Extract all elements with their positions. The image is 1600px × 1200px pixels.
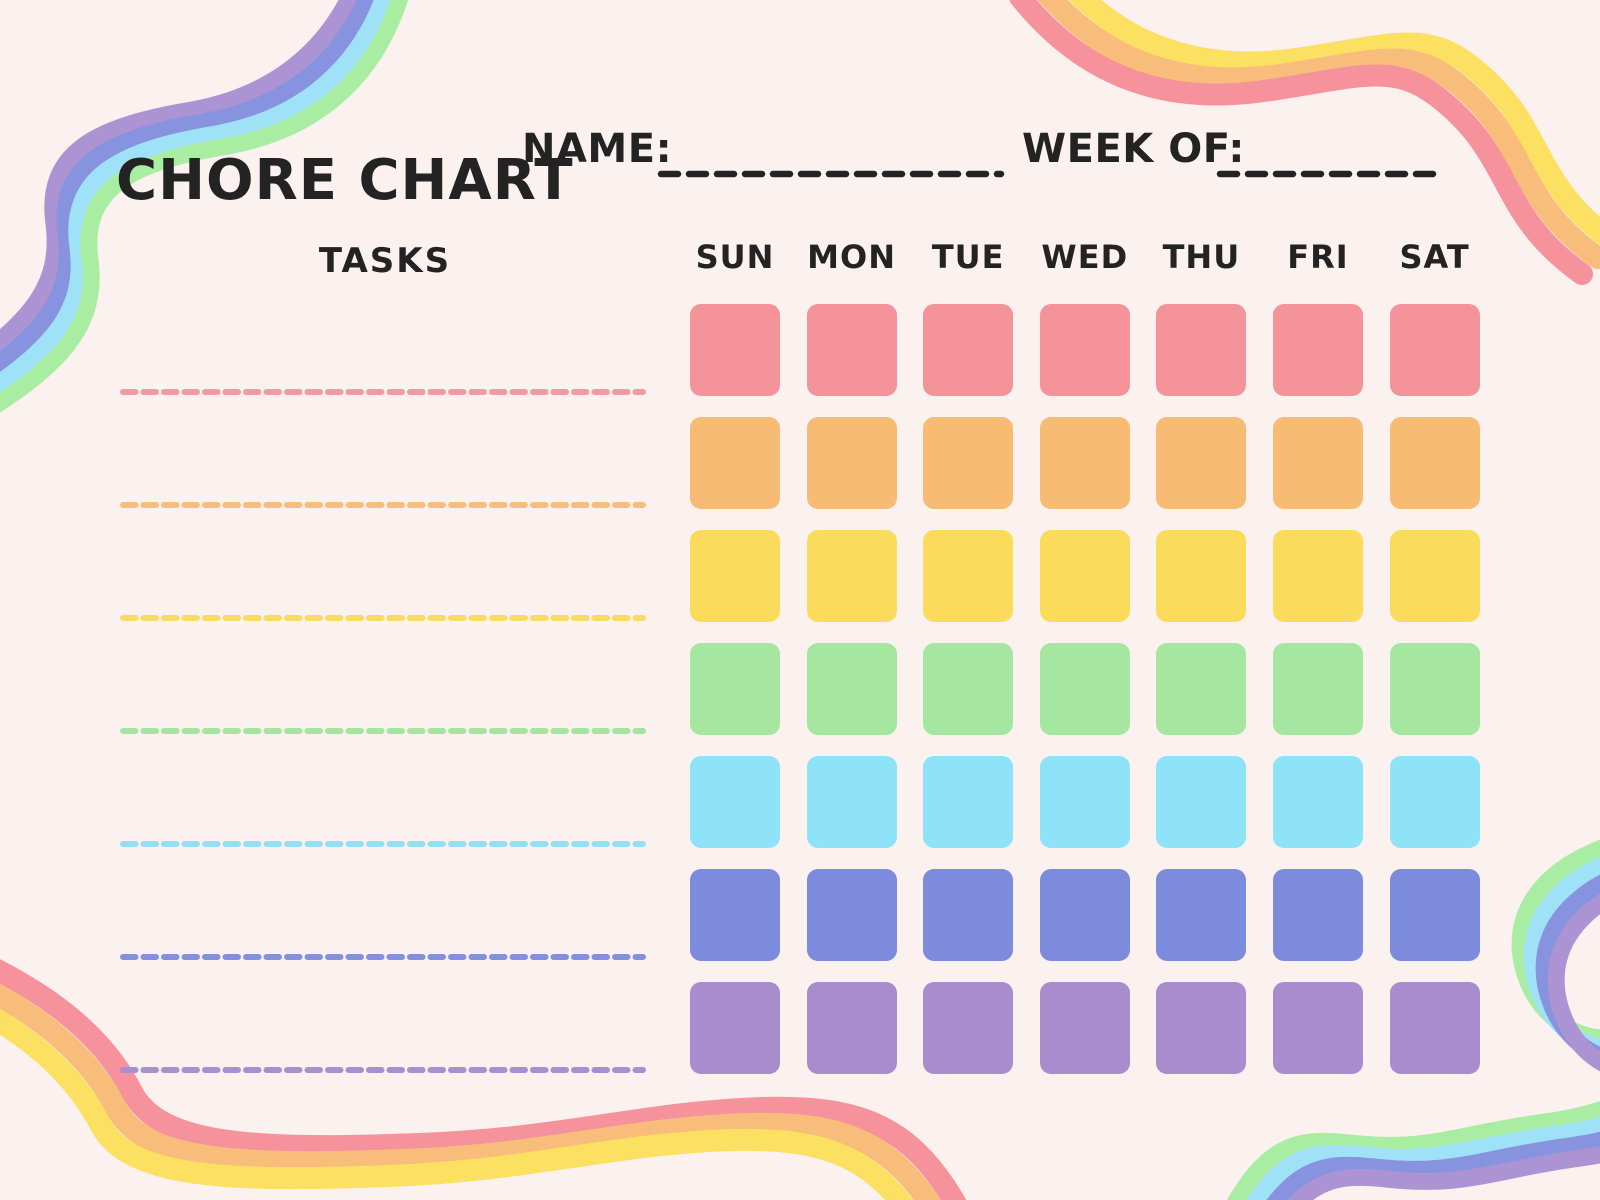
chore-cell-row7-sun[interactable] [690, 982, 780, 1074]
task-input-line-3[interactable] [118, 612, 648, 624]
chore-cell-row5-mon[interactable] [806, 756, 897, 848]
chore-cell-row7-thu[interactable] [1156, 982, 1247, 1074]
chore-cell-row7-wed[interactable] [1039, 982, 1130, 1074]
task-value-2 [126, 455, 640, 497]
name-input-line[interactable] [655, 167, 1007, 181]
chore-cell-row2-thu[interactable] [1156, 417, 1247, 509]
chore-cell-row6-wed[interactable] [1039, 869, 1130, 961]
chore-cell-row4-fri[interactable] [1272, 643, 1363, 735]
chore-cell-row2-sat[interactable] [1389, 417, 1480, 509]
chore-cell-row5-fri[interactable] [1272, 756, 1363, 848]
chore-cell-row3-sat[interactable] [1389, 530, 1480, 622]
chore-cell-row4-mon[interactable] [806, 643, 897, 735]
chore-cell-row2-tue[interactable] [923, 417, 1014, 509]
day-header-wed: WED [1041, 238, 1129, 276]
task-input-line-6[interactable] [118, 951, 648, 963]
chore-cell-row6-sun[interactable] [690, 869, 780, 961]
chore-cell-row6-mon[interactable] [806, 869, 897, 961]
task-input-line-1[interactable] [118, 386, 648, 398]
chore-cell-row7-tue[interactable] [923, 982, 1014, 1074]
day-header-row: SUN MON TUE WED THU FRI SAT [690, 238, 1480, 276]
chore-cell-row6-sat[interactable] [1389, 869, 1480, 961]
week-of-input-line[interactable] [1214, 167, 1450, 181]
chore-cell-row4-tue[interactable] [923, 643, 1014, 735]
day-header-mon: MON [807, 238, 896, 276]
task-value-4 [126, 681, 640, 723]
chore-cell-row7-sat[interactable] [1389, 982, 1480, 1074]
chore-cell-row6-fri[interactable] [1272, 869, 1363, 961]
week-of-label: WEEK OF: [1022, 126, 1245, 172]
chore-cell-row1-fri[interactable] [1272, 304, 1363, 396]
chore-cell-row2-wed[interactable] [1039, 417, 1130, 509]
chore-cell-row7-fri[interactable] [1272, 982, 1363, 1074]
chore-cell-row2-fri[interactable] [1272, 417, 1363, 509]
chore-cell-row4-sun[interactable] [690, 643, 780, 735]
chore-cell-row1-sun[interactable] [690, 304, 780, 396]
task-value-3 [126, 568, 640, 610]
chore-cell-row3-thu[interactable] [1156, 530, 1247, 622]
task-value-7 [126, 1020, 640, 1062]
task-input-line-7[interactable] [118, 1064, 648, 1076]
chore-cell-row3-wed[interactable] [1039, 530, 1130, 622]
task-input-line-5[interactable] [118, 838, 648, 850]
task-input-line-4[interactable] [118, 725, 648, 737]
chore-cell-row4-thu[interactable] [1156, 643, 1247, 735]
day-header-tue: TUE [931, 238, 1005, 276]
chore-cell-row3-fri[interactable] [1272, 530, 1363, 622]
task-value-6 [126, 907, 640, 949]
chore-cell-row1-thu[interactable] [1156, 304, 1247, 396]
chore-cell-row5-thu[interactable] [1156, 756, 1247, 848]
task-input-line-2[interactable] [118, 499, 648, 511]
day-header-sun: SUN [695, 238, 775, 276]
chore-cell-row5-wed[interactable] [1039, 756, 1130, 848]
chore-cell-row4-wed[interactable] [1039, 643, 1130, 735]
chore-cell-row3-tue[interactable] [923, 530, 1014, 622]
page-title: CHORE CHART [116, 147, 574, 213]
day-header-thu: THU [1162, 238, 1241, 276]
chore-cell-row1-wed[interactable] [1039, 304, 1130, 396]
chore-cell-row2-mon[interactable] [806, 417, 897, 509]
task-value-5 [126, 794, 640, 836]
chore-cell-row6-tue[interactable] [923, 869, 1014, 961]
name-label: NAME: [522, 126, 673, 172]
chore-grid [690, 304, 1480, 1074]
chore-cell-row1-sat[interactable] [1389, 304, 1480, 396]
chore-cell-row5-sat[interactable] [1389, 756, 1480, 848]
chore-cell-row1-tue[interactable] [923, 304, 1014, 396]
chore-cell-row3-sun[interactable] [690, 530, 780, 622]
chore-cell-row1-mon[interactable] [806, 304, 897, 396]
tasks-column-header: TASKS [318, 241, 452, 281]
task-value-1 [126, 342, 640, 384]
chore-cell-row3-mon[interactable] [806, 530, 897, 622]
chore-cell-row4-sat[interactable] [1389, 643, 1480, 735]
day-header-fri: FRI [1287, 238, 1349, 276]
chore-cell-row5-sun[interactable] [690, 756, 780, 848]
chore-cell-row6-thu[interactable] [1156, 869, 1247, 961]
chore-cell-row7-mon[interactable] [806, 982, 897, 1074]
chore-cell-row2-sun[interactable] [690, 417, 780, 509]
day-header-sat: SAT [1399, 238, 1470, 276]
chore-cell-row5-tue[interactable] [923, 756, 1014, 848]
